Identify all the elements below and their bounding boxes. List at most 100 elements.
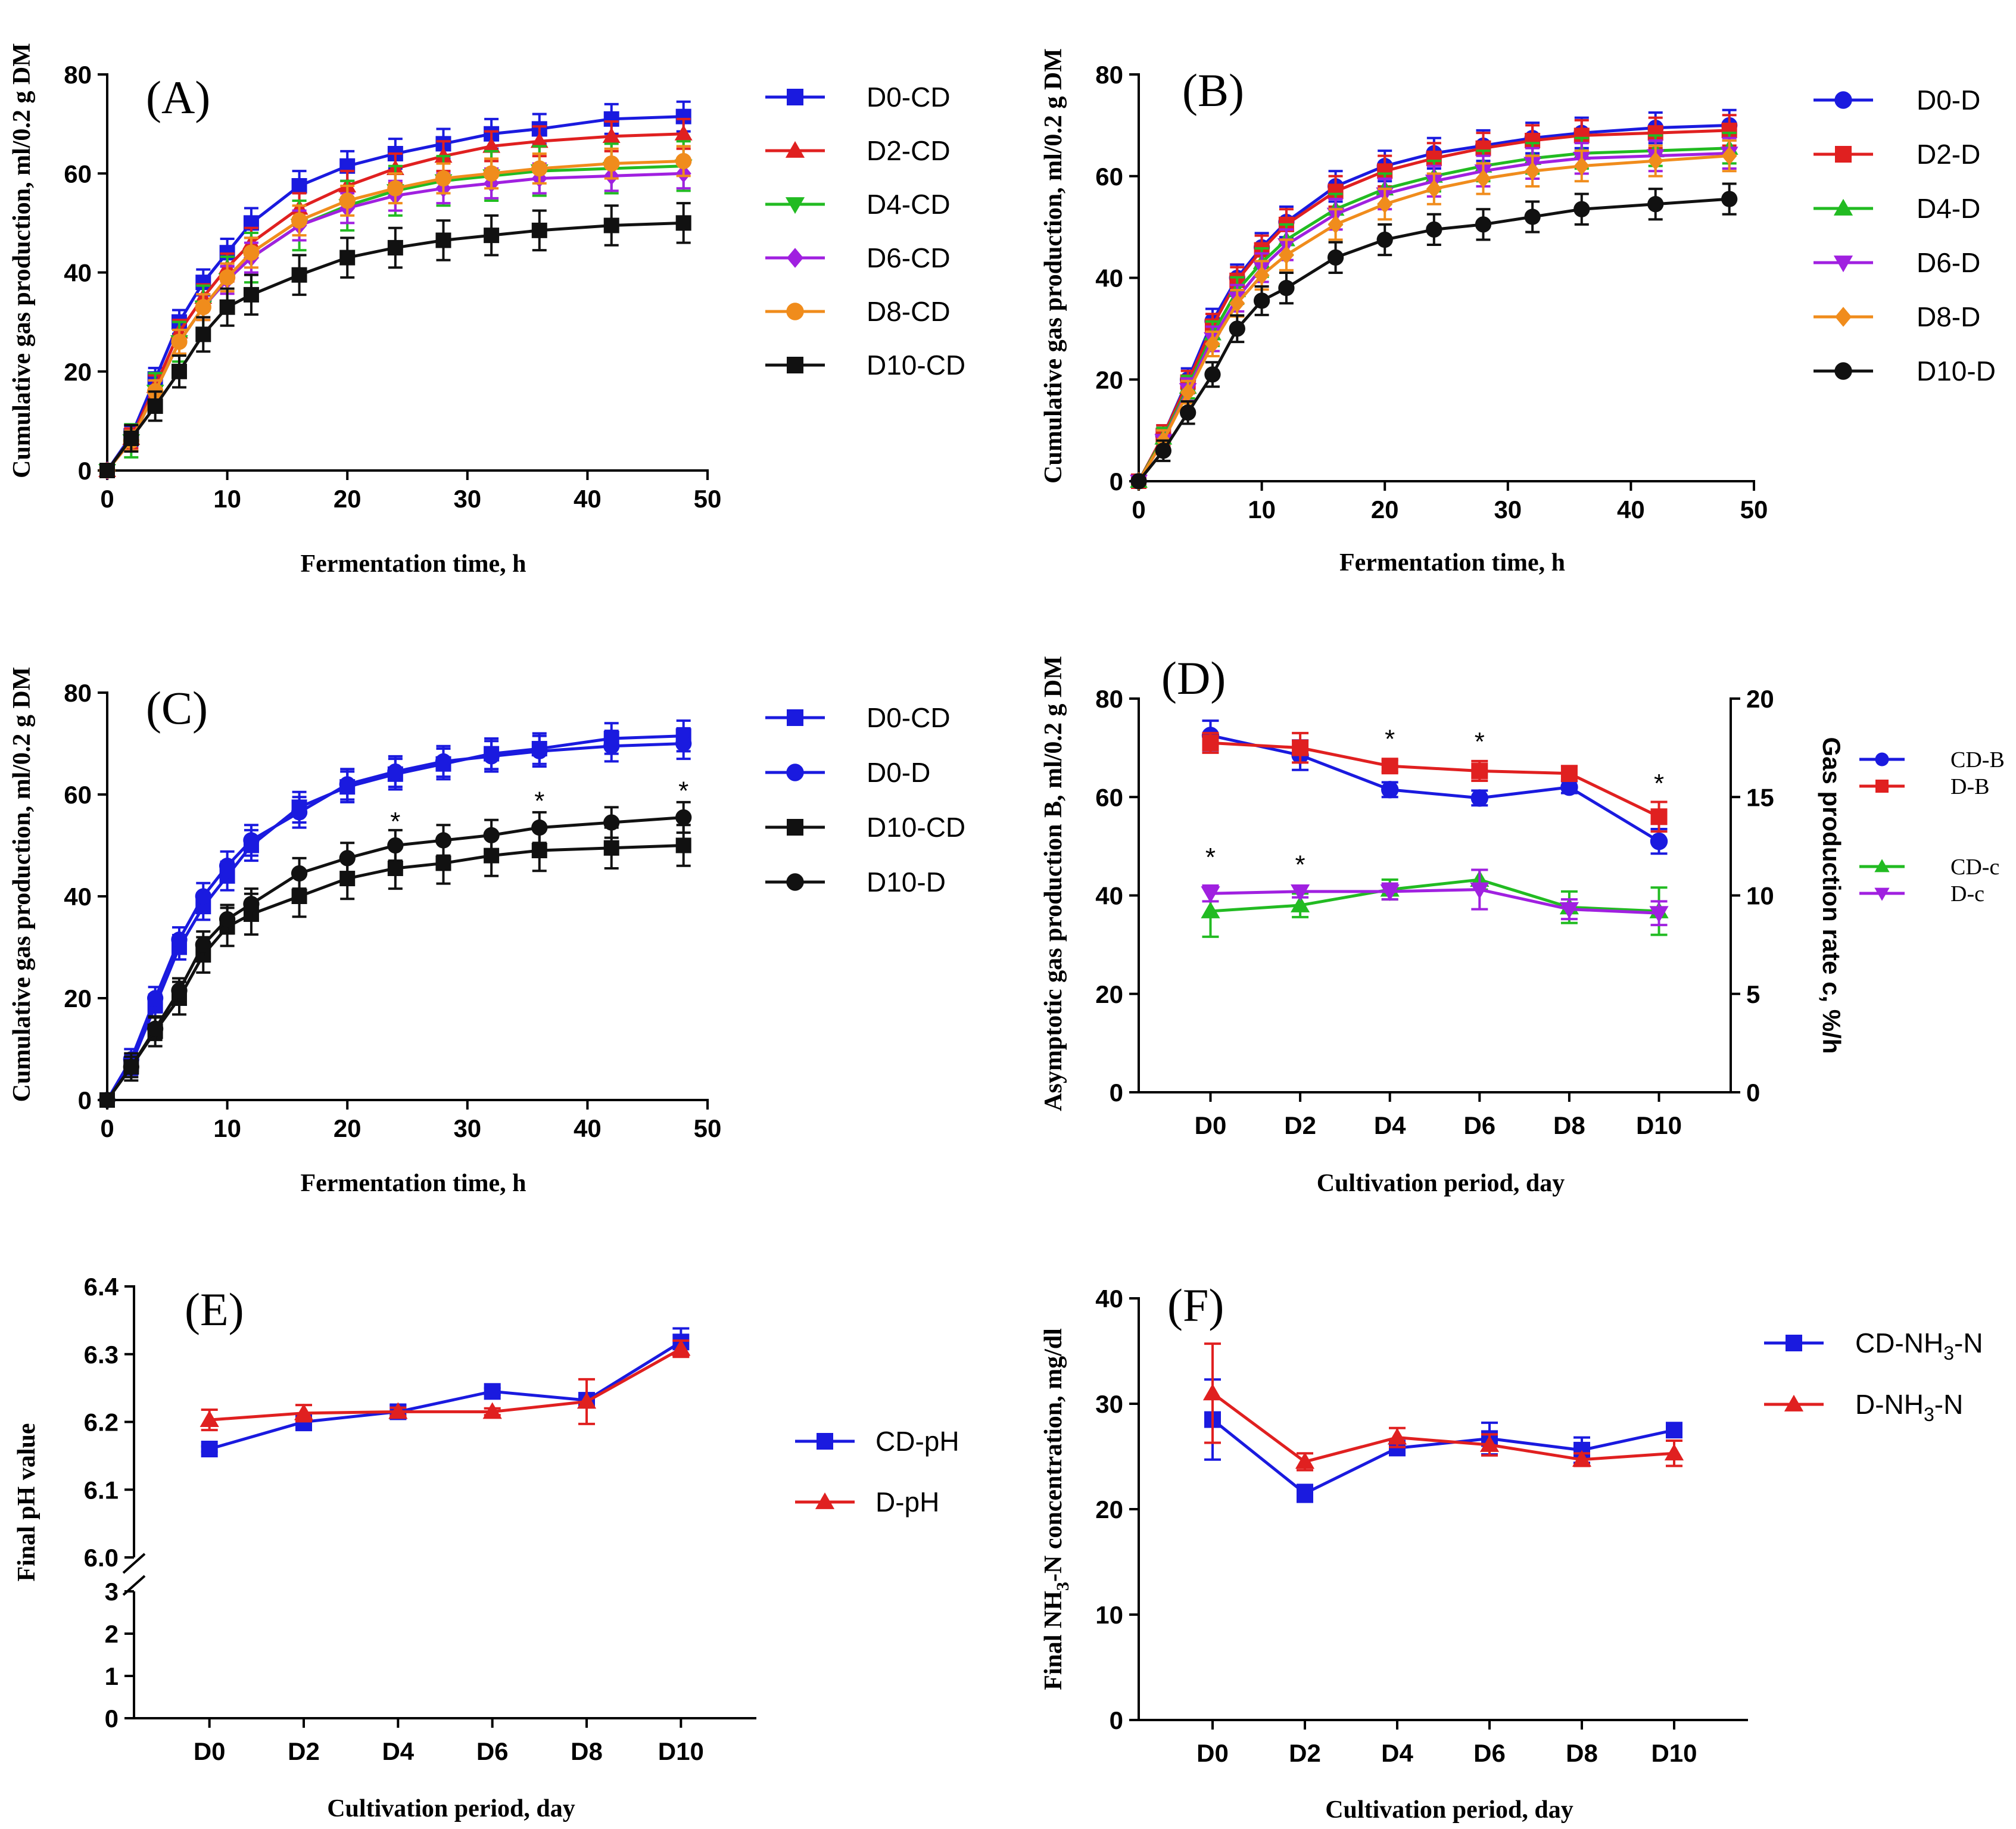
legend: D0-CD D0-D D10-CD D10-D <box>765 702 965 898</box>
data-point <box>1525 161 1541 180</box>
x-tick-label: 50 <box>694 485 722 513</box>
axes <box>1129 1297 1748 1730</box>
data-point <box>339 192 356 209</box>
data-point <box>1560 778 1578 796</box>
data-point <box>1130 473 1147 490</box>
data-point <box>1471 762 1488 780</box>
data-point <box>1295 1452 1315 1469</box>
panel-d: 0 20 40 60 80 0 5 10 15 20 Gas production rate c, … <box>1040 652 2005 1197</box>
legend-label: D8-CD <box>867 296 951 327</box>
significance-marker: * <box>1295 850 1305 879</box>
y-tick-label: 20 <box>1095 366 1123 394</box>
data-point <box>387 860 403 876</box>
data-point <box>147 1020 164 1037</box>
data-point <box>1290 884 1310 901</box>
y-tick-label-right: 5 <box>1746 980 1760 1008</box>
data-point <box>339 250 356 266</box>
series-D10-D <box>99 800 692 1108</box>
legend-label: D0-D <box>1917 85 1980 116</box>
series-line <box>1211 1418 1675 1495</box>
y-tick-label: 6.3 <box>84 1341 119 1369</box>
panel-label: (E) <box>185 1283 244 1335</box>
y-tick-label: 40 <box>64 259 92 287</box>
x-tick-label: D8 <box>1566 1739 1598 1767</box>
y-axis-title: Asymptotic gas production B, ml/0.2 g DM <box>1040 656 1067 1111</box>
y-tick-label: 40 <box>1095 1285 1123 1313</box>
data-point <box>1204 366 1221 383</box>
y-tick-label: 20 <box>1095 980 1123 1008</box>
legend-label: CD-NH3-N <box>1855 1328 1983 1364</box>
y-tick-label: 80 <box>1095 685 1123 713</box>
legend-label: D0-D <box>867 757 930 788</box>
data-point <box>1664 1444 1684 1461</box>
data-point <box>530 132 549 148</box>
legend-swatch-marker <box>786 764 804 781</box>
data-point <box>1426 221 1442 238</box>
series-CD-pH <box>201 1327 690 1457</box>
data-point <box>675 809 692 826</box>
x-tick-label: D6 <box>1463 1111 1495 1139</box>
x-tick-label: D10 <box>1636 1111 1682 1139</box>
y-tick-label: 0 <box>78 457 92 485</box>
x-tick-label: 30 <box>453 1114 481 1142</box>
data-point <box>1290 895 1310 912</box>
legend-label: D-pH <box>875 1487 939 1518</box>
legend-swatch-marker <box>1834 91 1852 109</box>
y-tick-label: 80 <box>1095 61 1123 89</box>
legend-swatch-marker <box>1833 198 1853 216</box>
data-point <box>1721 147 1737 166</box>
data-point <box>387 239 403 256</box>
axes <box>98 73 709 480</box>
data-point <box>1479 1435 1500 1452</box>
data-point <box>219 858 236 874</box>
panel-label: (C) <box>146 682 208 734</box>
legend-swatch-marker <box>786 873 804 891</box>
data-point <box>1204 334 1220 354</box>
y-tick-label: 60 <box>64 781 92 809</box>
legend-label: D6-CD <box>867 242 951 273</box>
data-point <box>1647 151 1663 170</box>
series-CD-c <box>1201 868 1669 938</box>
data-point <box>674 124 693 141</box>
y-axis-title-post: -N concentration, mg/dl <box>1040 1328 1067 1582</box>
y-tick-label: 0 <box>1110 468 1123 496</box>
legend-swatch-marker <box>1875 780 1889 793</box>
series-D-B <box>1202 731 1668 833</box>
axes <box>122 1285 756 1728</box>
data-point <box>1278 279 1295 297</box>
legend: CD-BD-B CD-cD-c <box>1859 747 2005 906</box>
legend-label: D0-CD <box>867 82 951 113</box>
axis-break-mark <box>122 1553 146 1574</box>
legend: D0-D D2-D D4-D D6-D D8-D D10-D <box>1814 85 1996 387</box>
data-point <box>1573 201 1590 217</box>
legend-label: CD-pH <box>875 1426 959 1457</box>
data-point <box>195 936 211 953</box>
legend-label: D-c <box>1950 881 1984 906</box>
data-point <box>1650 808 1668 825</box>
data-point <box>1201 901 1220 918</box>
data-point <box>603 814 620 831</box>
y-tick-label: 20 <box>64 984 92 1012</box>
x-tick-label: D4 <box>1374 1111 1406 1139</box>
legend-swatch-marker <box>787 709 803 726</box>
data-point <box>1292 739 1309 756</box>
series-D-pH <box>200 1339 691 1432</box>
data-point <box>387 763 404 780</box>
legend-label: D-B <box>1950 774 1989 799</box>
legend-label: D10-CD <box>867 812 965 843</box>
x-tick-label: D8 <box>1553 1111 1585 1139</box>
data-point <box>243 244 260 261</box>
y-tick-label: 40 <box>1095 882 1123 910</box>
legend-swatch-marker <box>787 248 803 268</box>
data-point <box>1253 292 1270 309</box>
data-point <box>171 363 187 379</box>
y-tick-label: 6.4 <box>84 1273 119 1301</box>
data-point <box>1201 886 1220 903</box>
data-point <box>291 865 308 882</box>
data-point <box>482 1402 502 1419</box>
legend-label-prefix: D-NH <box>1855 1389 1924 1420</box>
panel-label: (D) <box>1161 652 1226 704</box>
data-point <box>1649 906 1669 923</box>
legend-swatch-marker <box>817 1433 833 1450</box>
x-axis-title: Cultivation period, day <box>1317 1170 1565 1197</box>
